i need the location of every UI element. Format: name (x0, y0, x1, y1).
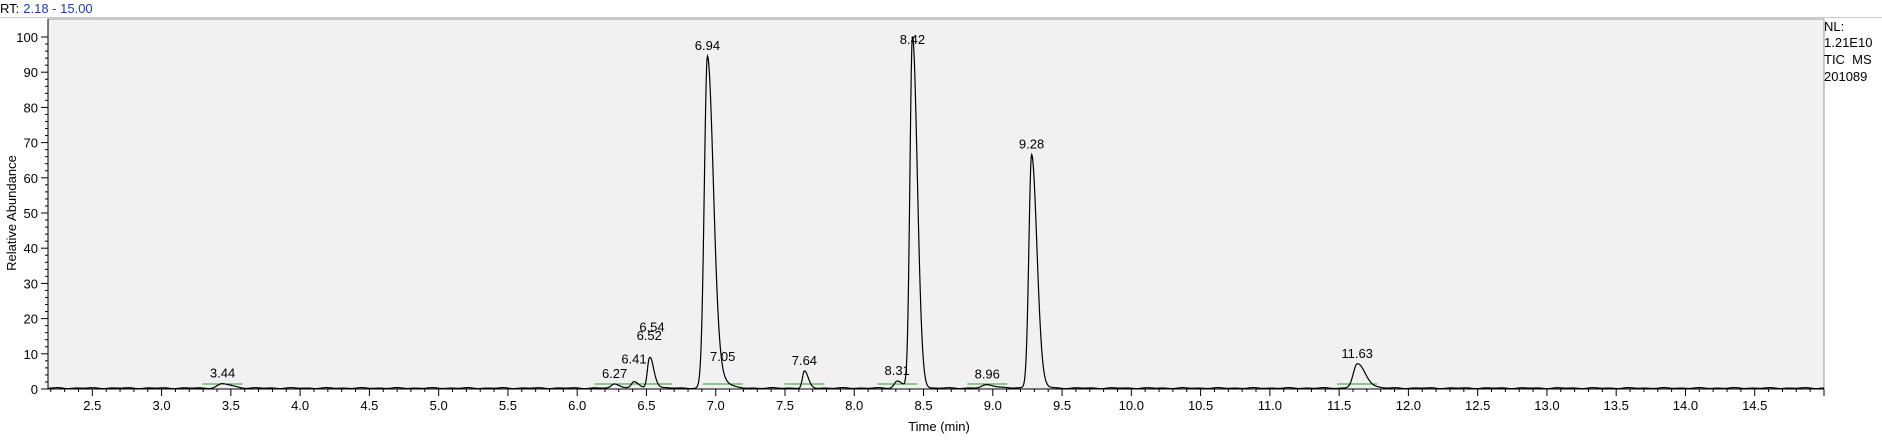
peak-label: 7.64 (792, 353, 817, 368)
trace-type: TIC MS (1824, 52, 1872, 67)
peak-label: 9.28 (1019, 137, 1044, 152)
x-tick-label: 11.0 (1258, 398, 1282, 413)
y-tick-label: 50 (24, 206, 38, 221)
x-tick-label: 12.0 (1396, 398, 1421, 413)
peak-label: 6.52 (637, 328, 662, 343)
x-tick-label: 7.0 (707, 398, 725, 413)
x-tick-label: 6.0 (568, 398, 586, 413)
peak-label: 6.94 (695, 38, 720, 53)
x-tick-label: 2.5 (83, 398, 101, 413)
x-tick-label: 8.5 (914, 398, 932, 413)
y-tick-label: 70 (24, 136, 38, 151)
rt-range-header: RT: 2.18 - 15.00 (0, 0, 1882, 18)
y-tick-label: 100 (16, 30, 38, 45)
x-tick-label: 9.0 (984, 398, 1002, 413)
y-axis-title: Relative Abundance (4, 155, 19, 271)
peak-label: 6.54 (639, 319, 664, 334)
x-tick-label: 5.0 (430, 398, 448, 413)
nl-label: NL: (1824, 19, 1844, 34)
x-tick-label: 4.5 (360, 398, 378, 413)
x-tick-label: 8.0 (845, 398, 863, 413)
peak-label: 8.42 (900, 32, 925, 47)
peak-label: 8.31 (885, 363, 910, 378)
x-tick-label: 13.5 (1604, 398, 1629, 413)
y-axis: 0 10 20 30 40 50 60 70 80 90 100 (16, 19, 49, 397)
peak-label: 7.05 (710, 349, 735, 364)
x-axis-title: Time (min) (908, 419, 970, 434)
y-tick-label: 80 (24, 100, 38, 115)
x-tick-label: 5.5 (499, 398, 517, 413)
peak-label: 6.41 (621, 352, 646, 367)
info-block: NL: 1.21E10 TIC MS 201089 (1824, 19, 1872, 84)
x-tick-label: 14.0 (1673, 398, 1698, 413)
x-tick-label: 13.0 (1534, 398, 1559, 413)
x-tick-label: 9.5 (1053, 398, 1071, 413)
nl-value: 1.21E10 (1824, 35, 1872, 50)
x-axis: 2.5 3.0 3.5 4.0 4.5 5.0 5.5 6.0 6.5 7.0 7.5 8.0 8.5 9… (48, 388, 1825, 413)
peak-label: 8.96 (975, 367, 1000, 382)
x-tick-label: 11.5 (1327, 398, 1351, 413)
peak-labels: 3.44 6.276.41 6.526.54 6.94 7.05 7.64 8.31 8.42… (210, 32, 1373, 382)
x-tick-label: 12.5 (1465, 398, 1490, 413)
rt-label: RT: (0, 1, 20, 16)
x-tick-label: 3.0 (153, 398, 171, 413)
x-tick-label: 14.5 (1742, 398, 1767, 413)
x-tick-label: 3.5 (222, 398, 240, 413)
tic-trace-line (47, 36, 1825, 390)
peak-label: 6.27 (602, 366, 627, 381)
x-tick-label: 7.5 (776, 398, 794, 413)
y-tick-label: 90 (24, 65, 38, 80)
y-tick-label: 60 (24, 171, 38, 186)
x-tick-label: 10.0 (1119, 398, 1144, 413)
peak-label: 3.44 (210, 366, 235, 381)
x-tick-label: 4.0 (291, 398, 309, 413)
y-tick-label: 0 (31, 382, 38, 397)
y-tick-label: 40 (24, 241, 38, 256)
plot-area (47, 18, 1825, 390)
sample-id: 201089 (1824, 69, 1867, 84)
x-tick-label: 6.5 (637, 398, 655, 413)
rt-range-value: 2.18 - 15.00 (23, 1, 93, 16)
y-tick-label: 20 (24, 312, 38, 327)
peak-label: 11.63 (1341, 346, 1373, 361)
y-tick-label: 30 (24, 276, 38, 291)
y-tick-label: 10 (24, 347, 38, 362)
x-tick-label: 10.5 (1188, 398, 1213, 413)
chromatogram-trace (47, 36, 1825, 390)
